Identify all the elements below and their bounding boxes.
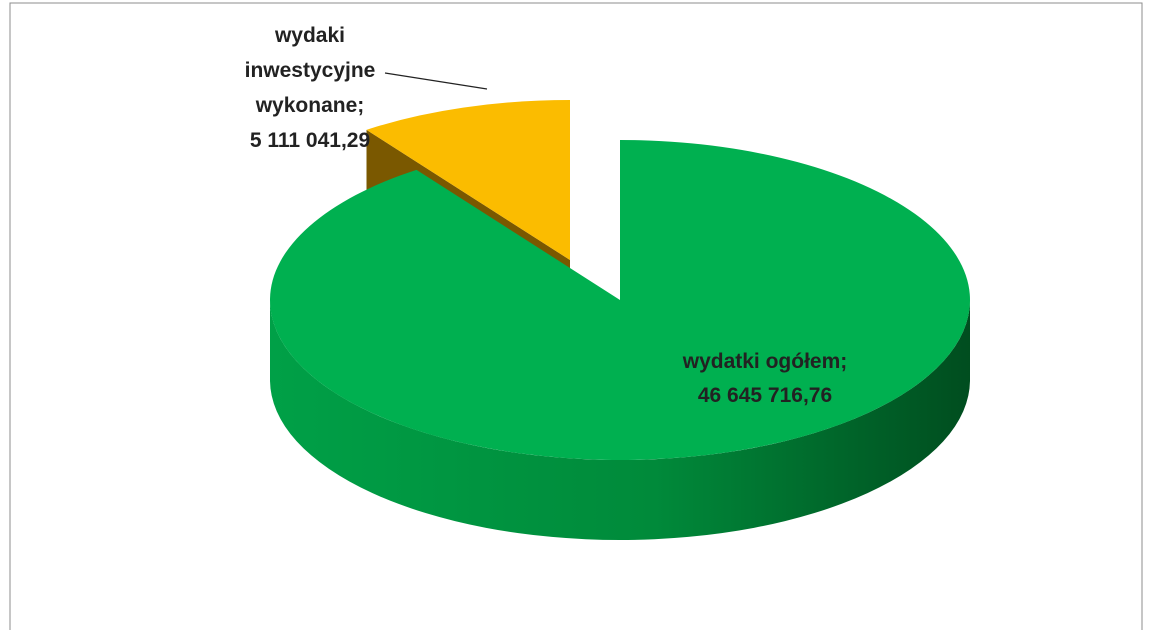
label-text: wydatki ogółem (682, 350, 841, 373)
slice (270, 140, 970, 460)
label-separator: ; (357, 94, 364, 117)
slice-wall (270, 300, 970, 540)
leader-line (384, 72, 488, 90)
slice (366, 100, 570, 260)
label-line: wydaki (274, 24, 345, 47)
data-label-value: 46 645 716,76 (698, 384, 832, 407)
label-line: wykonane (255, 94, 358, 117)
label-separator: ; (840, 350, 847, 373)
data-label-value: 5 111 041,29 (250, 129, 370, 152)
data-label-name: wydatki ogółem; (682, 350, 848, 373)
chart-frame (9, 2, 1143, 630)
data-label-name: wydaki inwestycyjne wykonane; (245, 24, 376, 117)
label-line: inwestycyjne (245, 59, 376, 82)
